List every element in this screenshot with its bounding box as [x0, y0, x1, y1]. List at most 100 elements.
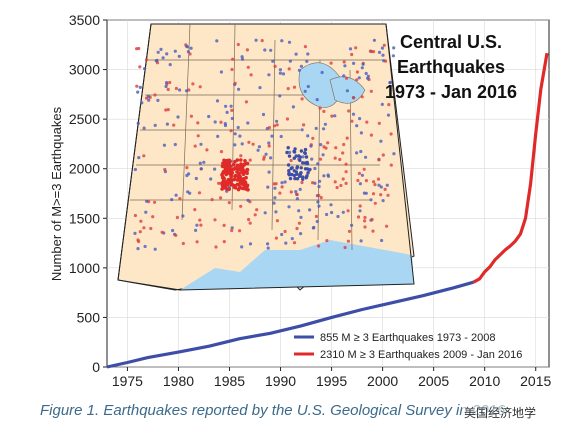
earthquake-dot: [153, 247, 157, 251]
earthquake-dot: [238, 229, 242, 233]
earthquake-dot: [275, 219, 279, 223]
inset-title-line-2: Earthquakes: [397, 57, 505, 77]
earthquake-dot: [249, 73, 253, 77]
earthquake-dot: [241, 182, 245, 187]
state-borders: [130, 23, 386, 251]
earthquake-dot: [322, 127, 326, 131]
earthquake-dot: [139, 219, 143, 223]
earthquake-dot: [355, 124, 359, 128]
earthquake-dot: [343, 64, 347, 68]
earthquake-dot: [287, 169, 291, 173]
earthquake-dot: [198, 161, 202, 165]
earthquake-dot: [319, 196, 323, 200]
series-line-1: [106, 280, 474, 369]
earthquake-dot: [174, 193, 178, 197]
earthquake-dot: [197, 191, 202, 195]
earthquake-dot: [275, 123, 279, 127]
earthquake-dot: [288, 150, 292, 154]
earthquake-dot: [385, 224, 389, 228]
earthquake-dot: [231, 162, 236, 167]
earthquake-dot: [356, 178, 360, 183]
earthquake-dot: [243, 159, 247, 163]
earthquake-dot: [156, 50, 160, 54]
inset-title: Central U.S. Earthquakes 1973 - Jan 2016: [385, 32, 517, 102]
earthquake-dot: [133, 213, 137, 218]
earthquake-dot: [263, 211, 267, 215]
earthquake-dot: [384, 59, 388, 63]
earthquake-dot: [230, 226, 234, 230]
earthquake-dot: [237, 172, 241, 177]
earthquake-dot: [287, 172, 291, 176]
earthquake-dot: [161, 56, 165, 60]
earthquake-dot: [188, 52, 192, 56]
earthquake-dot: [342, 74, 346, 78]
earthquake-dot: [240, 55, 244, 59]
earthquake-dot: [247, 217, 251, 222]
earthquake-dot: [317, 204, 321, 208]
earthquake-dot: [209, 177, 213, 181]
earthquake-dot: [199, 167, 203, 171]
earthquake-dot: [221, 179, 226, 183]
earthquake-dot: [137, 239, 141, 244]
earthquake-dot: [352, 96, 356, 100]
earthquake-dot: [295, 193, 299, 197]
earthquake-dot: [235, 158, 240, 162]
earthquake-dot: [213, 167, 217, 171]
earthquake-dot: [172, 123, 176, 127]
earthquake-dot: [171, 228, 175, 233]
earthquake-dot: [230, 67, 234, 72]
earthquake-dot: [187, 172, 191, 176]
earthquake-dot: [142, 226, 146, 230]
earthquake-dot: [272, 182, 276, 186]
figure-caption: Figure 1. Earthquakes reported by the U.…: [40, 402, 506, 419]
earthquake-dot: [266, 246, 270, 250]
earthquake-dot: [352, 61, 356, 65]
earthquake-dot: [223, 122, 227, 126]
earthquake-dot: [229, 129, 233, 133]
y-tick-label: 2500: [69, 111, 100, 127]
earthquake-dot: [280, 232, 284, 237]
earthquake-dot: [355, 78, 359, 82]
earthquake-dot: [369, 133, 373, 137]
earthquake-dot: [389, 132, 393, 136]
earthquake-dot: [178, 88, 182, 92]
earthquake-dot: [262, 157, 266, 161]
earthquake-dot: [286, 87, 290, 91]
earthquake-dot: [149, 226, 153, 231]
earthquake-dot: [233, 132, 237, 136]
earthquake-dot: [301, 161, 305, 165]
earthquake-dot: [217, 181, 221, 185]
earthquake-dot: [239, 158, 243, 162]
earthquake-dot: [165, 122, 169, 126]
earthquake-dot: [246, 121, 250, 125]
earthquake-dot: [355, 151, 359, 155]
earthquake-dot: [271, 59, 275, 63]
earthquake-dot: [369, 198, 373, 202]
earthquake-dot: [199, 223, 203, 227]
earthquake-dot: [319, 143, 323, 147]
earthquake-chart: 0 500 1000 1500 2000 2500 3000 3500 1975 1980 198…: [49, 12, 552, 389]
legend-label-2: 2310 M ≥ 3 Earthquakes 2009 - Jan 2016: [320, 349, 522, 361]
earthquake-dot: [341, 210, 345, 214]
earthquake-dot: [380, 238, 384, 243]
earthquake-dot: [292, 169, 296, 173]
y-axis: 0 500 1000 1500 2000 2500 3000 3500: [69, 12, 107, 375]
earthquake-dot: [350, 119, 354, 123]
earthquake-dot: [298, 174, 302, 178]
earthquake-dot: [285, 150, 289, 155]
earthquake-dot: [358, 117, 362, 121]
earthquake-dot: [189, 46, 193, 50]
earthquake-dot: [345, 89, 349, 93]
earthquake-dot: [170, 198, 174, 202]
earthquake-dot: [222, 176, 226, 181]
earthquake-dot: [299, 171, 303, 175]
earthquake-dot: [263, 48, 267, 52]
earthquake-dot: [335, 185, 339, 190]
earthquake-dot: [230, 168, 234, 172]
earthquake-dot: [267, 144, 271, 148]
earthquake-dot: [210, 198, 214, 202]
y-axis-label: Number of M>=3 Earthquakes: [49, 106, 64, 281]
earthquake-dot: [300, 128, 304, 132]
earthquake-dot: [355, 70, 359, 74]
earthquake-dot: [257, 145, 261, 149]
